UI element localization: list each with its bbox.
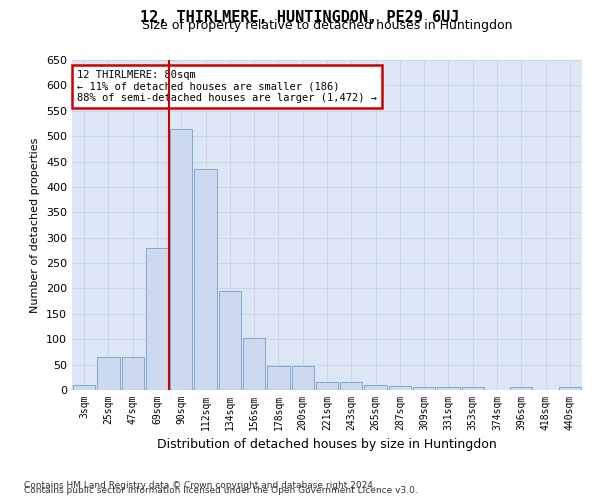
Text: Contains HM Land Registry data © Crown copyright and database right 2024.: Contains HM Land Registry data © Crown c… bbox=[24, 481, 376, 490]
Bar bbox=[218, 291, 241, 390]
Bar bbox=[316, 382, 338, 390]
Text: Contains public sector information licensed under the Open Government Licence v3: Contains public sector information licen… bbox=[24, 486, 418, 495]
Bar bbox=[170, 128, 193, 390]
Bar bbox=[292, 366, 314, 390]
Bar bbox=[559, 388, 581, 390]
Bar bbox=[243, 338, 265, 390]
Bar bbox=[97, 357, 119, 390]
Bar bbox=[389, 386, 411, 390]
Bar bbox=[413, 388, 436, 390]
Bar bbox=[146, 248, 168, 390]
X-axis label: Distribution of detached houses by size in Huntingdon: Distribution of detached houses by size … bbox=[157, 438, 497, 452]
Bar bbox=[194, 169, 217, 390]
Bar bbox=[267, 366, 290, 390]
Bar bbox=[461, 388, 484, 390]
Text: 12 THIRLMERE: 80sqm
← 11% of detached houses are smaller (186)
88% of semi-detac: 12 THIRLMERE: 80sqm ← 11% of detached ho… bbox=[77, 70, 377, 103]
Bar bbox=[364, 385, 387, 390]
Bar bbox=[510, 388, 532, 390]
Bar bbox=[73, 385, 95, 390]
Y-axis label: Number of detached properties: Number of detached properties bbox=[31, 138, 40, 312]
Title: Size of property relative to detached houses in Huntingdon: Size of property relative to detached ho… bbox=[142, 20, 512, 32]
Bar bbox=[437, 388, 460, 390]
Bar bbox=[340, 382, 362, 390]
Text: 12, THIRLMERE, HUNTINGDON, PE29 6UJ: 12, THIRLMERE, HUNTINGDON, PE29 6UJ bbox=[140, 10, 460, 25]
Bar bbox=[122, 357, 144, 390]
